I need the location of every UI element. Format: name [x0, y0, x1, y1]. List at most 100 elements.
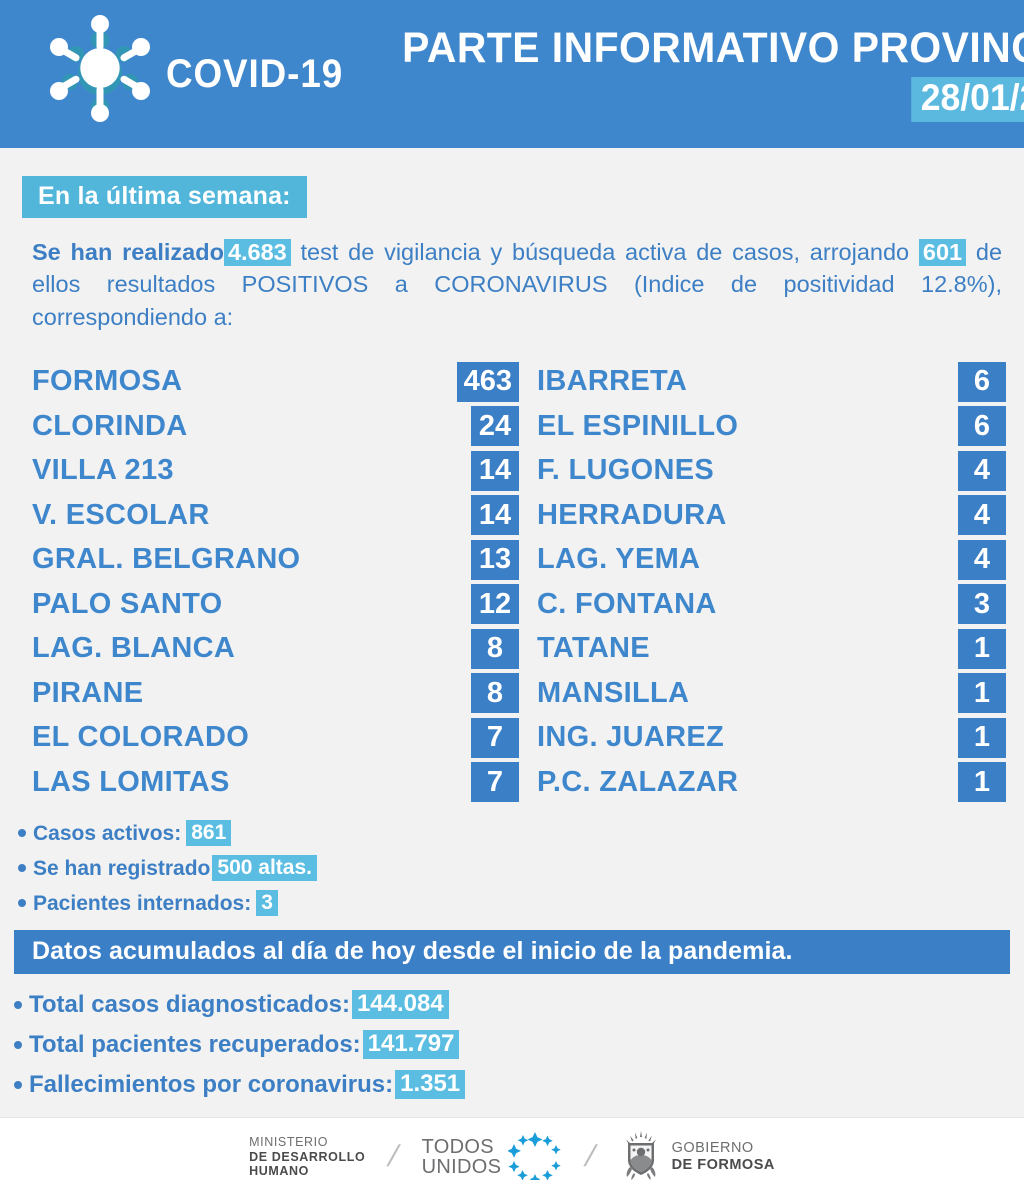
city-count-badge: 8 [471, 673, 519, 714]
city-count-badge: 8 [471, 628, 519, 669]
city-count-badge: 1 [958, 628, 1006, 669]
intro-text-3: de ellos resultados POSITIVOS a CORONAVI… [32, 239, 1003, 330]
todos-unidos-text: TODOS UNIDOS [422, 1137, 502, 1177]
list-item: Total pacientes recuperados: 141.797 [14, 1030, 1024, 1060]
city-name: EL ESPINILLO [537, 409, 739, 442]
list-item: Casos activos: 861 [18, 820, 1024, 847]
city-count-badge: 1 [958, 717, 1006, 758]
city-name: C. FONTANA [537, 587, 717, 620]
city-name: FORMOSA [32, 365, 183, 398]
ministry-logo: MINISTERIO DE DESARROLLO HUMANO [249, 1135, 365, 1179]
accumulated-stats-list: Total casos diagnosticados: 144.084 Tota… [14, 990, 1024, 1100]
city-name: LAS LOMITAS [32, 765, 230, 798]
intro-text-1: Se han realizado [32, 239, 224, 265]
city-name: TATANE [537, 632, 650, 665]
stat-label: Pacientes internados: [33, 891, 252, 915]
todos-line-2: UNIDOS [421, 1156, 502, 1178]
city-name: PALO SANTO [32, 587, 223, 620]
city-count-badge: 12 [471, 584, 519, 625]
city-count-badge: 4 [958, 450, 1006, 491]
bullet-dot-icon [18, 829, 26, 838]
city-name: GRAL. BELGRANO [32, 543, 301, 576]
city-name: CLORINDA [32, 409, 188, 442]
weekly-stats-list: Casos activos: 861 Se han registrado 500… [18, 820, 1024, 917]
table-row: LAG. YEMA 4 [537, 537, 1006, 582]
city-name: P.C. ZALAZAR [537, 765, 739, 798]
bullet-dot-icon [14, 1000, 22, 1009]
week-banner: En la última semana: [22, 176, 307, 218]
city-name: PIRANE [32, 676, 144, 709]
list-item: Fallecimientos por coronavirus: 1.351 [14, 1070, 1024, 1100]
city-count-badge: 6 [958, 361, 1006, 402]
gobierno-formosa-logo: GOBIERNO DE FORMOSA [619, 1129, 775, 1186]
city-name: ING. JUAREZ [537, 721, 724, 754]
city-count-badge: 24 [471, 406, 519, 447]
table-row: MANSILLA 1 [537, 671, 1006, 716]
stat-label: Fallecimientos por coronavirus: [29, 1070, 394, 1098]
city-count-badge: 3 [958, 584, 1006, 625]
bullet-dot-icon [14, 1080, 22, 1089]
ministry-line-1: MINISTERIO [249, 1134, 329, 1149]
city-name: LAG. YEMA [537, 543, 701, 576]
gobierno-text: GOBIERNO DE FORMOSA [672, 1140, 775, 1175]
city-count-badge: 1 [958, 762, 1006, 803]
table-row: FORMOSA 463 [32, 359, 519, 404]
accumulated-banner: Datos acumulados al día de hoy desde el … [14, 930, 1010, 975]
intro-paragraph: Se han realizado 4.683 test de vigilancia… [32, 236, 1002, 333]
city-count-badge: 6 [958, 406, 1006, 447]
footer-separator-2: / [581, 1140, 600, 1173]
covid-wordmark: COVID-19 [166, 51, 344, 96]
table-row: ING. JUAREZ 1 [537, 715, 1006, 760]
list-item: Se han registrado 500 altas. [18, 855, 1024, 882]
page-title: PARTE INFORMATIVO PROVINCIAL [401, 24, 1024, 73]
table-row: CLORINDA 24 [32, 404, 519, 449]
city-count-badge: 4 [958, 539, 1006, 580]
city-case-lists: FORMOSA 463 CLORINDA 24 VILLA 213 14 V. … [0, 359, 1024, 804]
table-row: LAG. BLANCA 8 [32, 626, 519, 671]
footer-separator-1: / [384, 1140, 403, 1173]
coronavirus-icon [40, 10, 160, 138]
table-row: C. FONTANA 3 [537, 582, 1006, 627]
stat-label: Casos activos: [33, 821, 182, 845]
table-row: PALO SANTO 12 [32, 582, 519, 627]
bullet-dot-icon [14, 1040, 22, 1049]
table-row: F. LUGONES 4 [537, 448, 1006, 493]
table-row: PIRANE 8 [32, 671, 519, 716]
table-row: GRAL. BELGRANO 13 [32, 537, 519, 582]
header-right-block: PARTE INFORMATIVO PROVINCIAL 28/01/2024 [365, 24, 1024, 122]
city-count-badge: 1 [958, 673, 1006, 714]
stat-value: 144.084 [351, 990, 449, 1020]
table-row: IBARRETA 6 [537, 359, 1006, 404]
table-row: V. ESCOLAR 14 [32, 493, 519, 538]
city-list-right: IBARRETA 6 EL ESPINILLO 6 F. LUGONES 4 H… [519, 359, 1006, 804]
stat-value: 1.351 [395, 1070, 466, 1100]
city-count-badge: 14 [471, 450, 519, 491]
page-header: COVID-19 PARTE INFORMATIVO PROVINCIAL 28… [0, 0, 1024, 148]
city-name: LAG. BLANCA [32, 632, 236, 665]
city-name: V. ESCOLAR [32, 498, 210, 531]
city-count-badge: 14 [471, 495, 519, 536]
bullet-dot-icon [18, 864, 26, 873]
table-row: LAS LOMITAS 7 [32, 760, 519, 805]
stat-label: Total casos diagnosticados: [29, 990, 350, 1018]
list-item: Pacientes internados: 3 [18, 890, 1024, 917]
intro-text-2: test de vigilancia y búsqueda activa de … [300, 239, 910, 265]
positives-count: 601 [918, 239, 967, 266]
stat-value: 3 [256, 890, 278, 917]
table-row: EL ESPINILLO 6 [537, 404, 1006, 449]
table-row: P.C. ZALAZAR 1 [537, 760, 1006, 805]
page-content: En la última semana: Se han realizado 4.6… [0, 148, 1024, 1100]
city-name: EL COLORADO [32, 721, 250, 754]
city-name: MANSILLA [537, 676, 690, 709]
city-count-badge: 13 [471, 539, 519, 580]
city-name: HERRADURA [537, 498, 727, 531]
city-count-badge: 7 [471, 717, 519, 758]
city-count-badge: 7 [471, 762, 519, 803]
city-count-badge: 463 [456, 361, 519, 402]
list-item: Total casos diagnosticados: 144.084 [14, 990, 1024, 1020]
table-row: HERRADURA 4 [537, 493, 1006, 538]
ministry-line-2: DE DESARROLLO [249, 1149, 366, 1164]
table-row: VILLA 213 14 [32, 448, 519, 493]
todos-line-1: TODOS [421, 1136, 494, 1158]
